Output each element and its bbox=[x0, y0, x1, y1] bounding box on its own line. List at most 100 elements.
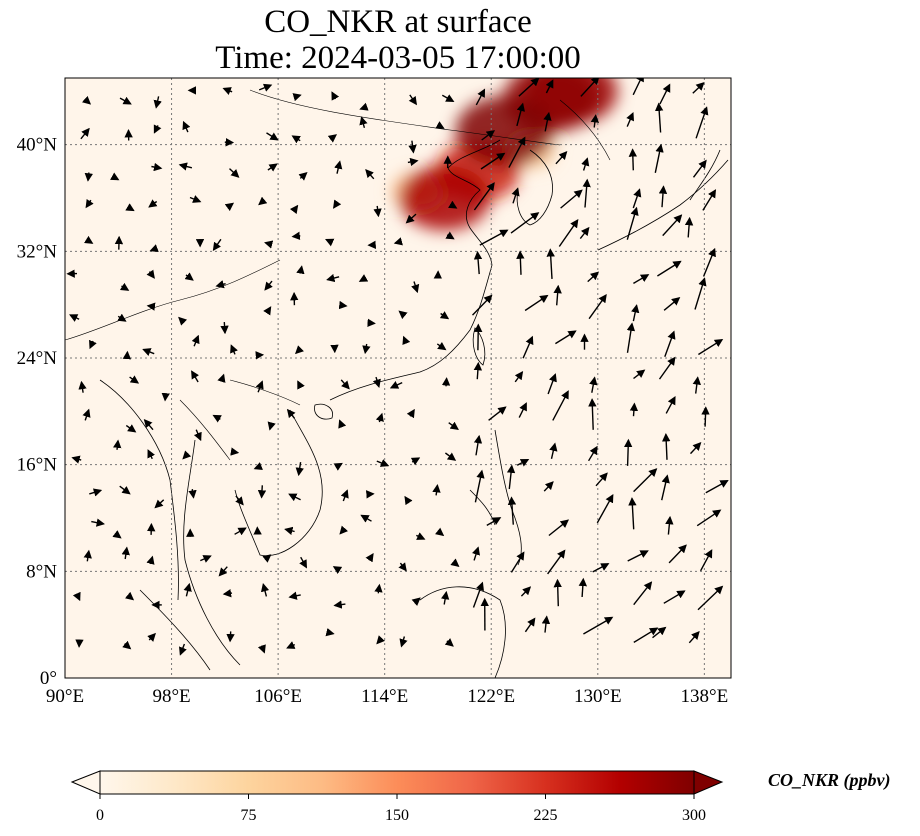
wind-arrow bbox=[399, 636, 408, 648]
wind-arrow bbox=[440, 590, 450, 605]
wind-arrow bbox=[78, 380, 87, 393]
wind-arrow bbox=[235, 495, 244, 506]
wind-arrow bbox=[299, 556, 307, 569]
wind-arrow bbox=[398, 562, 407, 572]
wind-arrow bbox=[339, 525, 349, 535]
wind-arrow bbox=[178, 643, 187, 656]
wind-arrow bbox=[473, 361, 483, 380]
wind-arrow bbox=[411, 281, 420, 294]
wind-arrow bbox=[511, 187, 520, 204]
wind-arrow bbox=[294, 345, 304, 355]
wind-arrow bbox=[84, 172, 93, 182]
wind-arrow bbox=[416, 532, 426, 540]
lon-tick-label: 130°E bbox=[574, 686, 622, 707]
wind-arrow bbox=[596, 493, 614, 524]
wind-arrow bbox=[411, 597, 421, 607]
wind-arrow bbox=[692, 159, 707, 178]
wind-arrow bbox=[153, 124, 162, 134]
wind-arrow bbox=[560, 189, 583, 209]
wind-arrow bbox=[684, 216, 694, 238]
wind-arrow bbox=[481, 130, 496, 141]
wind-arrow bbox=[147, 632, 156, 642]
wind-arrow bbox=[222, 87, 233, 95]
wind-arrow bbox=[627, 550, 649, 562]
wind-arrow bbox=[119, 96, 132, 105]
wind-arrow bbox=[471, 546, 481, 561]
lon-tick-labels: 90°E 98°E 106°E 114°E 122°E 130°E 138°E bbox=[46, 686, 728, 707]
lat-tick-label: 0° bbox=[40, 668, 57, 689]
wind-arrow bbox=[189, 195, 202, 203]
wind-arrow bbox=[284, 526, 295, 536]
wind-arrow bbox=[292, 93, 302, 102]
colorbar: 0 75 150 225 300 bbox=[70, 770, 724, 824]
wind-arrow bbox=[333, 462, 343, 471]
wind-arrow bbox=[633, 369, 646, 380]
chart-title: CO_NKR at surface bbox=[264, 4, 532, 40]
wind-arrow bbox=[376, 459, 390, 467]
wind-arrow bbox=[475, 88, 486, 106]
wind-arrow bbox=[230, 447, 240, 456]
wind-arrow bbox=[626, 206, 639, 240]
wind-arrow bbox=[393, 237, 403, 246]
wind-arrow bbox=[407, 157, 419, 167]
wind-arrow bbox=[547, 373, 557, 395]
wind-arrow bbox=[286, 641, 296, 649]
wind-arrow bbox=[362, 343, 371, 355]
lat-tick-label: 16°N bbox=[17, 455, 58, 476]
wind-arrow bbox=[405, 213, 417, 224]
wind-arrow bbox=[518, 402, 527, 418]
wind-arrow bbox=[588, 398, 597, 430]
wind-arrow bbox=[436, 341, 447, 351]
wind-arrow bbox=[338, 300, 348, 310]
wind-arrow bbox=[333, 199, 342, 209]
wind-arrow bbox=[85, 198, 94, 209]
colorbar-min-extend bbox=[70, 770, 101, 795]
wind-arrow bbox=[406, 408, 415, 419]
wind-arrow bbox=[257, 644, 266, 654]
wind-arrow bbox=[441, 94, 455, 102]
wind-arrow bbox=[589, 376, 598, 393]
wind-arrow bbox=[258, 196, 268, 206]
lat-tick-labels: 0° 8°N 16°N 24°N 32°N 40°N bbox=[17, 135, 58, 689]
plume-blob bbox=[455, 96, 554, 167]
wind-arrow bbox=[122, 640, 132, 650]
wind-arrow bbox=[253, 462, 263, 471]
wind-arrow bbox=[82, 408, 91, 421]
wind-arrow bbox=[161, 392, 170, 402]
wind-arrow bbox=[435, 527, 445, 537]
wind-arrow bbox=[89, 488, 103, 497]
wind-arrow bbox=[230, 344, 238, 355]
wind-arrow bbox=[628, 148, 638, 171]
wind-arrow bbox=[702, 247, 716, 277]
wind-arrow bbox=[552, 390, 569, 421]
wind-arrow bbox=[258, 83, 273, 92]
wind-arrow bbox=[266, 132, 279, 141]
wind-arrow bbox=[663, 590, 686, 604]
wind-arrow bbox=[659, 83, 671, 105]
wind-arrow bbox=[692, 376, 701, 394]
lon-tick-label: 90°E bbox=[46, 686, 84, 707]
wind-arrow bbox=[188, 488, 197, 499]
wind-arrow bbox=[178, 316, 188, 326]
wind-arrow bbox=[296, 265, 305, 275]
wind-arrow bbox=[146, 269, 155, 279]
colorbar-label: CO_NKR (ppbv) bbox=[768, 770, 891, 790]
wind-arrow bbox=[579, 226, 590, 240]
wind-arrow bbox=[547, 549, 566, 575]
wind-arrow bbox=[288, 493, 301, 502]
wind-arrow bbox=[146, 555, 155, 565]
wind-arrow bbox=[289, 204, 299, 215]
wind-arrow bbox=[125, 203, 135, 212]
wind-arrow bbox=[389, 381, 403, 389]
wind-arrow bbox=[338, 419, 347, 429]
colorbar-tick-label: 150 bbox=[385, 807, 409, 824]
wind-arrow bbox=[69, 314, 80, 322]
lat-tick-label: 24°N bbox=[17, 348, 58, 369]
wind-arrow bbox=[234, 527, 247, 536]
wind-arrow bbox=[445, 231, 455, 240]
wind-arrow bbox=[359, 102, 369, 111]
wind-arrow bbox=[267, 163, 278, 172]
wind-arrow bbox=[516, 102, 525, 127]
wind-arrow bbox=[473, 250, 483, 275]
